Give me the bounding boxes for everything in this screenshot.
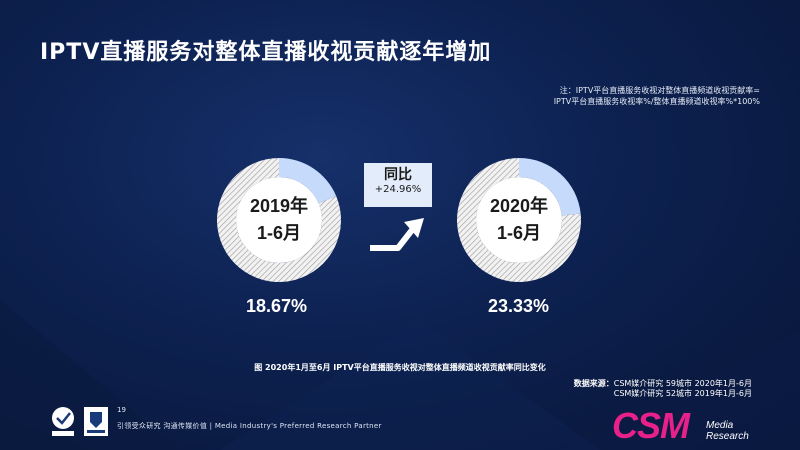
yoy-badge: 同比 +24.96% — [364, 163, 432, 207]
source-line-1: CSM媒介研究 59城市 2020年1月-6月 — [613, 379, 752, 388]
yoy-value: +24.96% — [374, 184, 422, 195]
value-label-2019: 18.67% — [246, 296, 308, 316]
donut-year-2020: 2020年 — [489, 196, 549, 216]
donut-months-2020: 1-6月 — [496, 223, 541, 243]
donut-value-slice — [279, 158, 337, 204]
data-source: 数据来源：CSM媒介研究 59城市 2020年1月-6月 CSM媒介研究 52城… — [574, 379, 752, 399]
csm-logo-subtitle: Media Research — [706, 420, 749, 442]
donut-months-2019: 1-6月 — [256, 223, 301, 243]
source-label: 数据来源： — [573, 379, 614, 388]
footer-tagline: 引领受众研究 沟通传媒价值 | Media Industry's Preferr… — [117, 422, 382, 430]
formula-note: 注：IPTV平台直播服务收视对整体直播频道收视贡献率= IPTV平台直播服务收视… — [553, 86, 760, 106]
donut-remainder-slice — [457, 158, 581, 282]
source-line-2: CSM媒介研究 52城市 2019年1月-6月 — [613, 389, 752, 398]
donut-label-2019: 2019年 1-6月 — [229, 193, 329, 247]
donut-value-slice — [519, 158, 581, 216]
donut-hole — [236, 177, 322, 263]
yoy-title: 同比 — [384, 167, 412, 183]
value-label-2020: 23.33% — [488, 296, 550, 316]
donut-chart-2019 — [217, 158, 341, 282]
growth-arrow-icon — [370, 218, 424, 251]
donut-label-2020: 2020年 1-6月 — [469, 193, 569, 247]
donut-year-2019: 2019年 — [249, 196, 309, 216]
chart-caption: 图 2020年1月至6月 IPTV平台直播服务收视对整体直播频道收视贡献率同比变… — [254, 363, 546, 372]
donut-hole — [476, 177, 562, 263]
page-title: IPTV直播服务对整体直播收视贡献逐年增加 — [40, 40, 492, 65]
donut-remainder-slice — [217, 158, 341, 282]
donut-chart-2020 — [457, 158, 581, 282]
page-number: 19 — [117, 406, 126, 414]
csm-logo: CSM — [612, 405, 690, 446]
certification-logos — [52, 407, 108, 436]
